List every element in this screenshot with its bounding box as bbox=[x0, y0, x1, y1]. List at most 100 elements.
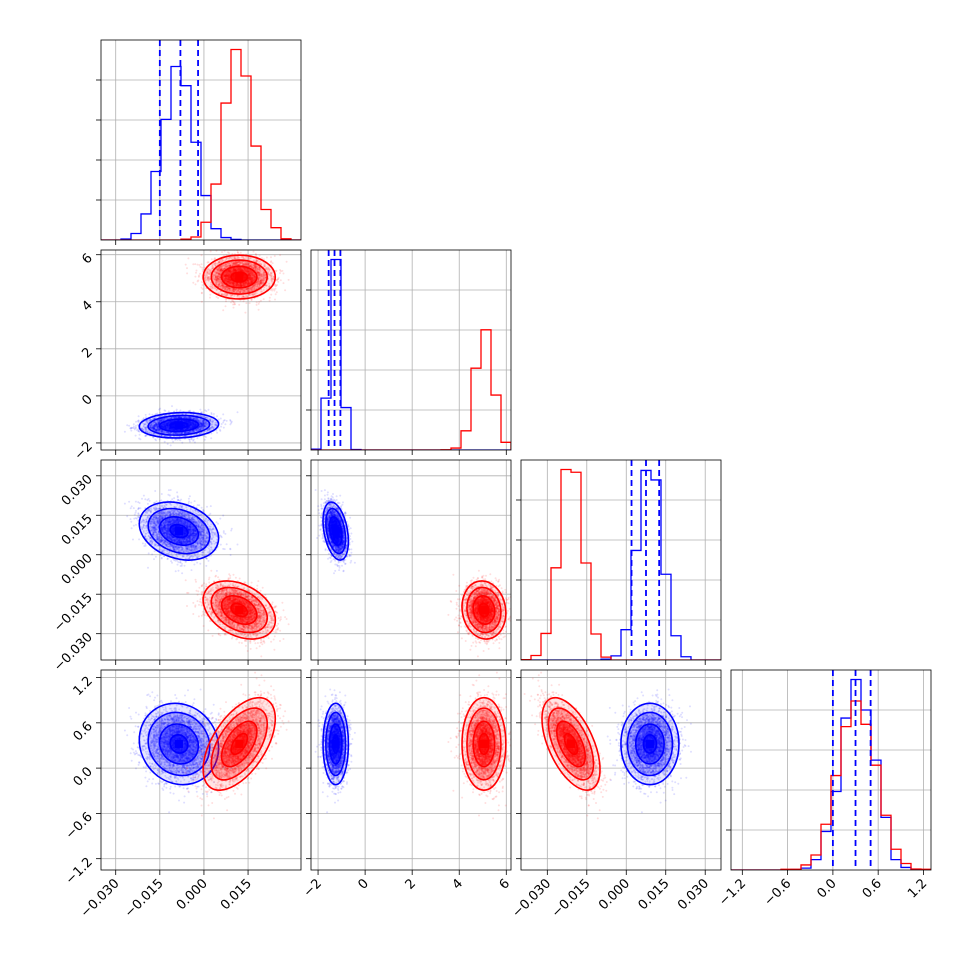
sample-point bbox=[152, 421, 155, 424]
sample-point bbox=[169, 428, 172, 431]
sample-point bbox=[173, 428, 176, 431]
sample-point bbox=[153, 425, 155, 428]
sample-point bbox=[145, 426, 148, 429]
sample-point bbox=[191, 423, 194, 426]
sample-point bbox=[194, 263, 197, 266]
sample-point bbox=[166, 421, 169, 424]
sample-point bbox=[211, 425, 214, 428]
sample-point bbox=[191, 430, 194, 433]
sample-point bbox=[168, 428, 171, 431]
sample-point bbox=[189, 424, 191, 427]
sample-point bbox=[154, 423, 157, 426]
sample-point bbox=[184, 420, 187, 423]
sample-point bbox=[200, 423, 203, 426]
sample-point bbox=[216, 431, 219, 434]
sample-point bbox=[163, 417, 166, 420]
sample-point bbox=[156, 424, 158, 427]
sample-point bbox=[154, 425, 157, 428]
sample-point bbox=[200, 411, 203, 414]
sample-point bbox=[160, 424, 163, 427]
sample-point bbox=[151, 423, 154, 426]
sample-point bbox=[188, 438, 191, 441]
sample-point bbox=[190, 422, 193, 425]
sample-point bbox=[191, 422, 194, 424]
sample-point bbox=[204, 420, 207, 423]
sample-point bbox=[157, 425, 160, 428]
sample-point bbox=[180, 432, 183, 435]
sample-point bbox=[212, 427, 215, 430]
sample-point bbox=[166, 422, 169, 425]
sample-point bbox=[268, 296, 271, 299]
sample-point bbox=[166, 424, 169, 427]
sample-point bbox=[137, 428, 140, 431]
sample-point bbox=[206, 424, 209, 427]
sample-point bbox=[151, 426, 154, 429]
sample-point bbox=[193, 430, 196, 433]
sample-point bbox=[222, 421, 225, 424]
sample-point bbox=[279, 254, 282, 257]
sample-point bbox=[174, 432, 177, 435]
sample-point bbox=[198, 274, 200, 277]
sample-point bbox=[167, 422, 170, 425]
sample-point bbox=[180, 429, 183, 431]
sample-point bbox=[173, 428, 176, 431]
sample-point bbox=[178, 416, 181, 418]
sample-point bbox=[146, 430, 149, 433]
sample-point bbox=[215, 295, 218, 298]
sample-point bbox=[202, 426, 205, 428]
sample-point bbox=[156, 428, 159, 431]
sample-point bbox=[178, 438, 181, 441]
sample-point bbox=[164, 427, 167, 430]
sample-point bbox=[144, 429, 147, 432]
sample-point bbox=[154, 416, 157, 419]
sample-point bbox=[157, 429, 159, 432]
sample-point bbox=[165, 426, 168, 429]
sample-point bbox=[165, 431, 168, 434]
sample-point bbox=[158, 438, 161, 441]
sample-point bbox=[190, 431, 193, 434]
sample-point bbox=[209, 426, 212, 429]
sample-point bbox=[200, 422, 203, 425]
sample-point bbox=[152, 427, 155, 430]
sample-point bbox=[187, 420, 190, 423]
sample-point bbox=[165, 422, 168, 425]
sample-point bbox=[224, 305, 227, 308]
sample-point bbox=[154, 424, 156, 427]
sample-point bbox=[170, 431, 173, 434]
sample-point bbox=[199, 265, 202, 268]
sample-point bbox=[214, 421, 216, 424]
sample-point bbox=[157, 428, 160, 431]
sample-point bbox=[162, 424, 165, 427]
sample-point bbox=[168, 417, 171, 419]
sample-point bbox=[157, 421, 160, 424]
sample-point bbox=[194, 424, 197, 427]
sample-point bbox=[194, 428, 197, 431]
sample-point bbox=[158, 420, 161, 423]
sample-point bbox=[230, 422, 233, 424]
sample-point bbox=[141, 427, 144, 430]
sample-point bbox=[160, 419, 163, 422]
sample-point bbox=[190, 422, 193, 425]
sample-point bbox=[187, 416, 189, 419]
sample-point bbox=[186, 427, 189, 430]
sample-point bbox=[198, 419, 201, 422]
sample-point bbox=[190, 421, 193, 424]
sample-point bbox=[198, 423, 201, 426]
sample-point bbox=[207, 408, 210, 411]
sample-point bbox=[165, 423, 168, 426]
sample-point bbox=[202, 420, 204, 423]
sample-point bbox=[187, 425, 190, 428]
sample-point bbox=[164, 423, 167, 426]
sample-point bbox=[192, 281, 195, 284]
sample-point bbox=[154, 428, 157, 431]
sample-point bbox=[191, 422, 194, 425]
sample-point bbox=[151, 426, 154, 429]
sample-point bbox=[175, 408, 178, 411]
sample-point bbox=[210, 424, 213, 427]
sample-point bbox=[165, 424, 168, 427]
sample-point bbox=[169, 428, 172, 431]
sample-point bbox=[155, 429, 158, 432]
sample-point bbox=[191, 425, 194, 428]
sample-point bbox=[186, 420, 189, 423]
